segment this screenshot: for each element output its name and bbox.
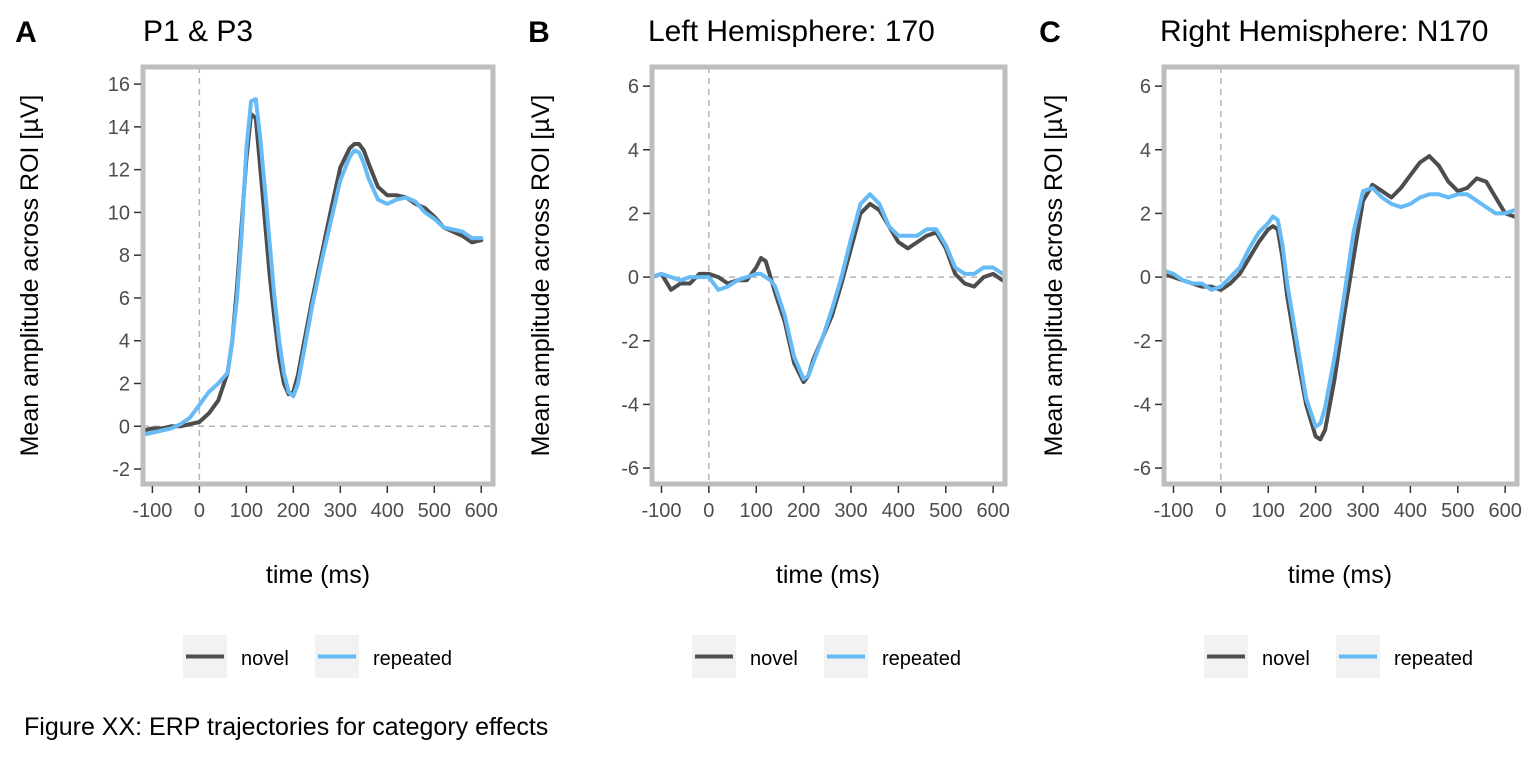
panel-b-xtick-label: -100 (641, 500, 681, 522)
panel-c-ytick-label: 6 (1140, 76, 1151, 98)
panel-b-legend-label-novel: novel (750, 648, 798, 670)
panel-c-legend-label-novel: novel (1262, 648, 1310, 670)
panel-b-legend-label-repeated: repeated (882, 648, 961, 670)
panel-b-ytick-label: -4 (621, 394, 639, 416)
panel-a-xtick-label: -100 (132, 500, 172, 522)
panel-a-xtick-label: 600 (465, 500, 498, 522)
panel-b-series-novel-line (650, 201, 1005, 385)
panel-c-ytick-label: -6 (1133, 458, 1151, 480)
panel-c-series-repeated-line (1162, 186, 1517, 429)
panel-b-xtick-label: 100 (740, 500, 773, 522)
panel-c-plot-frame (1161, 64, 1520, 487)
panel-b-xtick-label: 0 (703, 500, 714, 522)
panel-b-xtick-label: 200 (787, 500, 820, 522)
panel-a-xtick-label: 0 (194, 500, 205, 522)
panel-c-xtick-label: 100 (1252, 500, 1285, 522)
panel-b-ytick-label: 2 (628, 203, 639, 225)
panel-c-ytick-label: 0 (1140, 267, 1151, 289)
panel-a-series-repeated-line (141, 97, 484, 437)
panel-c-title: Right Hemisphere: N170 (1160, 15, 1489, 48)
panel-c-ytick-label: 2 (1140, 203, 1151, 225)
panel-c-ytick-label: 4 (1140, 140, 1151, 162)
panel-a-xtick-label: 100 (230, 500, 263, 522)
panel-b-ytick-label: -2 (621, 331, 639, 353)
panel-a-ytick-label: 4 (119, 331, 130, 353)
panel-b-ylabel: Mean amplitude across ROI [µV] (527, 95, 555, 457)
panel-b-title: Left Hemisphere: 170 (648, 15, 935, 48)
panel-b-xtick-label: 600 (976, 500, 1009, 522)
panel-a-ytick-label: 14 (108, 117, 130, 139)
panel-c-xtick-label: 500 (1441, 500, 1474, 522)
panel-a-ytick-label: 0 (119, 416, 130, 438)
panel-c-xtick-label: 600 (1488, 500, 1521, 522)
panel-b-ytick-label: 0 (628, 267, 639, 289)
panel-a-ytick-label: 12 (108, 160, 130, 182)
panel-a-legend-label-novel: novel (241, 648, 289, 670)
panel-a-ytick-label: 6 (119, 288, 130, 310)
panel-a-ytick-label: 8 (119, 245, 130, 267)
panel-a-title: P1 & P3 (143, 15, 253, 48)
panel-b-xlabel: time (ms) (776, 561, 880, 589)
panel-c-ytick-label: -2 (1133, 331, 1151, 353)
panel-b-series-repeated-line (650, 192, 1005, 381)
panel-c-xtick-label: 0 (1215, 500, 1226, 522)
panel-a-ytick-label: 10 (108, 202, 130, 224)
panel-c-ytick-label: -4 (1133, 394, 1151, 416)
panel-a-ylabel: Mean amplitude across ROI [µV] (16, 95, 44, 457)
panel-a-ytick-label: 16 (108, 74, 130, 96)
panel-b-xtick-label: 500 (929, 500, 962, 522)
panel-a-xtick-label: 500 (418, 500, 451, 522)
panel-b-xtick-label: 400 (882, 500, 915, 522)
panel-a-plot-frame (140, 64, 496, 487)
panel-b-letter: B (528, 16, 550, 49)
panel-b-ytick-label: 6 (628, 76, 639, 98)
panel-a-xtick-label: 200 (277, 500, 310, 522)
panel-a-series-novel-line (141, 112, 484, 433)
panel-a-xlabel: time (ms) (266, 561, 370, 589)
panel-c-xtick-label: 400 (1394, 500, 1427, 522)
panel-a-letter: A (15, 16, 37, 49)
panel-c-xtick-label: 200 (1299, 500, 1332, 522)
panel-b-ytick-label: -6 (621, 458, 639, 480)
panel-c-xlabel: time (ms) (1288, 561, 1392, 589)
panel-c-xtick-label: 300 (1346, 500, 1379, 522)
panel-c-xtick-label: -100 (1153, 500, 1193, 522)
panel-a-ytick-label: -2 (112, 459, 130, 481)
panel-b-xtick-label: 300 (834, 500, 867, 522)
panel-c-series-novel-line (1162, 154, 1517, 442)
panel-a-ytick-label: 2 (119, 373, 130, 395)
panel-a-legend-label-repeated: repeated (373, 648, 452, 670)
panel-a-xtick-label: 300 (324, 500, 357, 522)
panel-c-letter: C (1039, 16, 1061, 49)
panel-b-ytick-label: 4 (628, 140, 639, 162)
panel-b-plot-frame (649, 64, 1008, 487)
panel-c-ylabel: Mean amplitude across ROI [µV] (1040, 95, 1068, 457)
panel-a-xtick-label: 400 (371, 500, 404, 522)
figure-caption: Figure XX: ERP trajectories for category… (24, 713, 549, 741)
panel-c-legend-label-repeated: repeated (1394, 648, 1473, 670)
